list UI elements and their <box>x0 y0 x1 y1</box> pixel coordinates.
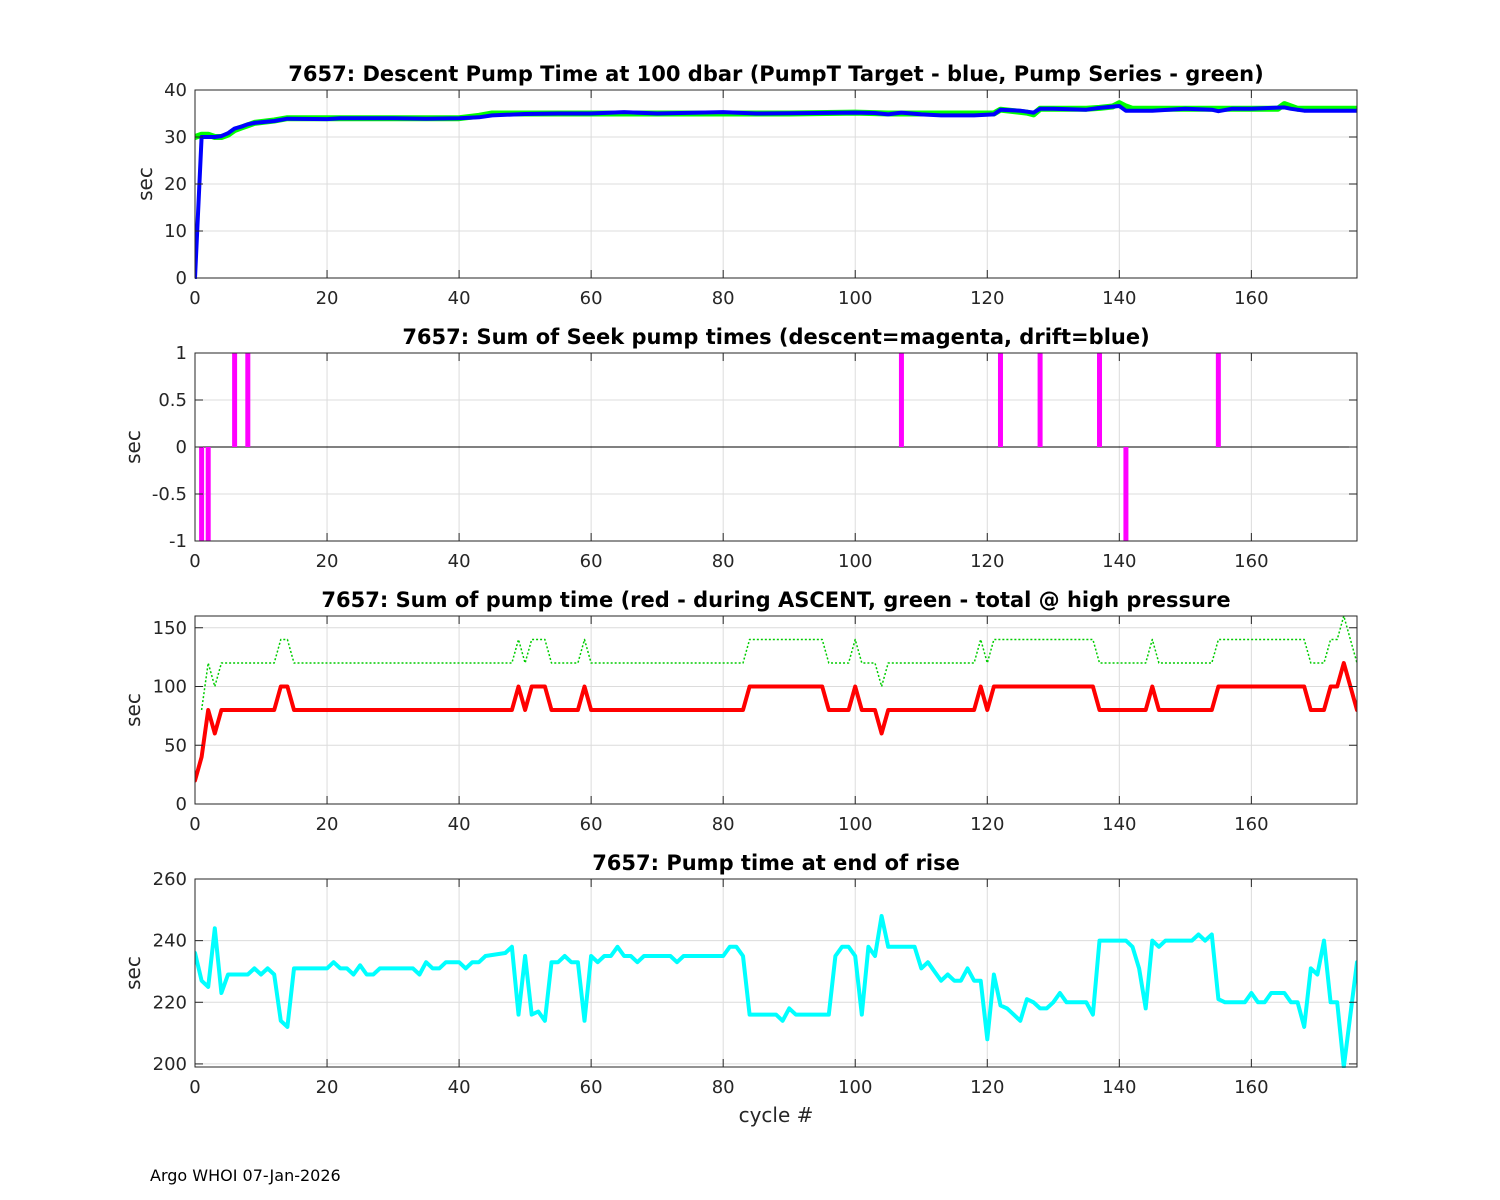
series-line <box>195 104 1357 279</box>
x-tick-label: 80 <box>712 551 735 572</box>
x-tick-label: 80 <box>712 814 735 835</box>
x-tick-label: 20 <box>316 1077 339 1098</box>
plot-marks <box>195 615 1357 783</box>
axes-box <box>194 878 1358 1068</box>
x-tick-label: 60 <box>580 288 603 309</box>
plot-area <box>195 879 1357 1067</box>
series-line <box>195 914 1357 1068</box>
x-tick-label: 40 <box>448 551 471 572</box>
x-tick-label: 100 <box>838 288 872 309</box>
x-tick-label: 160 <box>1234 551 1268 572</box>
y-tick-label: 0 <box>176 794 187 815</box>
y-tick-label: 30 <box>164 127 187 148</box>
x-tick-label: 140 <box>1102 814 1136 835</box>
x-tick-label: 80 <box>712 1077 735 1098</box>
x-tick-label: 20 <box>316 551 339 572</box>
x-tick-label: 40 <box>448 814 471 835</box>
x-tick-label: 20 <box>316 288 339 309</box>
y-tick-label: 150 <box>153 618 187 639</box>
x-tick-label: 100 <box>838 1077 872 1098</box>
footer-label: Argo WHOI 07-Jan-2026 <box>150 1166 341 1185</box>
x-tick-label: 160 <box>1234 288 1268 309</box>
y-tick-label: 100 <box>153 677 187 698</box>
plot-marks <box>195 914 1357 1068</box>
x-tick-label: 120 <box>970 288 1004 309</box>
y-tick-label: 50 <box>164 735 187 756</box>
y-tick-label: 200 <box>153 1054 187 1075</box>
x-tick-label: 140 <box>1102 1077 1136 1098</box>
axes-box <box>194 615 1358 805</box>
y-tick-label: 20 <box>164 174 187 195</box>
series-line <box>195 661 1357 783</box>
x-tick-label: 120 <box>970 814 1004 835</box>
y-axis-label: sec <box>121 956 145 990</box>
x-tick-label: 0 <box>189 551 200 572</box>
x-tick-label: 60 <box>580 551 603 572</box>
y-tick-label: 40 <box>164 80 187 101</box>
x-tick-label: 0 <box>189 814 200 835</box>
plot-marks <box>199 353 1221 541</box>
x-tick-label: 20 <box>316 814 339 835</box>
x-axis-label: cycle # <box>739 1103 814 1127</box>
series-line <box>200 615 1357 711</box>
x-tick-label: 80 <box>712 288 735 309</box>
chart-title: 7657: Descent Pump Time at 100 dbar (Pum… <box>288 62 1263 86</box>
x-tick-label: 120 <box>970 551 1004 572</box>
x-tick-label: 140 <box>1102 288 1136 309</box>
x-tick-label: 120 <box>970 1077 1004 1098</box>
y-axis-label: sec <box>121 693 145 727</box>
y-tick-label: 10 <box>164 221 187 242</box>
x-tick-label: 160 <box>1234 814 1268 835</box>
y-tick-label: 0 <box>176 437 187 458</box>
y-tick-label: 220 <box>153 992 187 1013</box>
chart-title: 7657: Pump time at end of rise <box>592 851 960 875</box>
y-axis-label: sec <box>121 430 145 464</box>
y-tick-label: 240 <box>153 931 187 952</box>
chart-4: 0 20 40 60 80 100 120 140 160 200 220 240 260 7657: P… <box>121 851 1358 1127</box>
x-tick-label: 60 <box>580 814 603 835</box>
y-tick-label: 260 <box>153 869 187 890</box>
chart-2: 0 20 40 60 80 100 120 140 160 -1 -0.5 0 0.5 1 7657: Su… <box>121 325 1358 572</box>
y-tick-label: 1 <box>176 343 187 364</box>
y-tick-label: 0 <box>176 268 187 289</box>
x-tick-label: 60 <box>580 1077 603 1098</box>
x-tick-label: 0 <box>189 1077 200 1098</box>
x-tick-label: 40 <box>448 288 471 309</box>
x-tick-label: 100 <box>838 551 872 572</box>
chart-title: 7657: Sum of Seek pump times (descent=ma… <box>402 325 1149 349</box>
y-tick-label: -1 <box>169 531 187 552</box>
plot-marks <box>195 100 1357 279</box>
x-tick-label: 140 <box>1102 551 1136 572</box>
chart-3: 0 20 40 60 80 100 120 140 160 0 50 100 150 7657: Sum … <box>121 588 1358 835</box>
chart-1: 0 20 40 60 80 100 120 140 160 0 10 20 30 40 7657: Desc… <box>133 62 1358 309</box>
y-tick-label: -0.5 <box>152 484 187 505</box>
x-tick-label: 100 <box>838 814 872 835</box>
y-tick-label: 0.5 <box>158 390 187 411</box>
x-tick-label: 160 <box>1234 1077 1268 1098</box>
chart-title: 7657: Sum of pump time (red - during ASC… <box>321 588 1230 612</box>
y-axis-label: sec <box>133 167 157 201</box>
x-tick-label: 40 <box>448 1077 471 1098</box>
x-tick-label: 0 <box>189 288 200 309</box>
